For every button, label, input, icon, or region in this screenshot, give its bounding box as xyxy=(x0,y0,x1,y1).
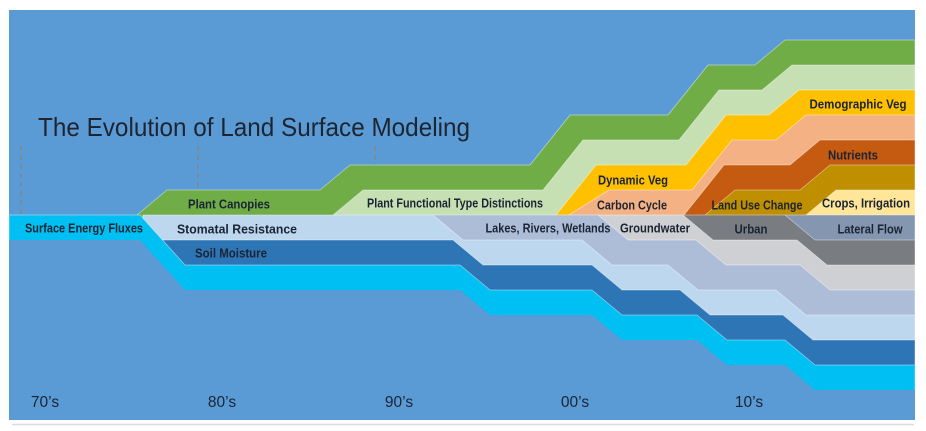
band-label-groundwater: Groundwater xyxy=(620,222,690,236)
band-label-land-use-change: Land Use Change xyxy=(712,199,803,213)
band-label-lateral-flow: Lateral Flow xyxy=(838,223,903,237)
band-label-plant-functional-type-distinctions: Plant Functional Type Distinctions xyxy=(367,197,543,211)
band-labels: Surface Energy Fluxes Plant Canopies Stoma… xyxy=(25,98,910,261)
decade-label-10s: 10’s xyxy=(735,394,763,411)
page-title: The Evolution of Land Surface Modeling xyxy=(38,112,470,142)
decade-label-90s: 90’s xyxy=(385,394,413,411)
band-label-surface-energy-fluxes: Surface Energy Fluxes xyxy=(25,222,143,236)
background-foreground-mask xyxy=(9,240,915,420)
decade-label-70s: 70’s xyxy=(31,394,59,411)
band-label-crops-irrigation: Crops, Irrigation xyxy=(822,197,910,211)
band-label-nutrients: Nutrients xyxy=(828,149,878,163)
band-label-soil-moisture: Soil Moisture xyxy=(195,247,267,261)
bands xyxy=(8,39,916,420)
band-label-carbon-cycle: Carbon Cycle xyxy=(597,199,667,213)
decade-label-00s: 00’s xyxy=(561,394,589,411)
band-label-dynamic-veg: Dynamic Veg xyxy=(598,174,668,188)
band-label-lakes-rivers-wetlands: Lakes, Rivers, Wetlands xyxy=(486,222,611,236)
band-label-plant-canopies: Plant Canopies xyxy=(188,198,270,212)
band-label-stomatal-resistance: Stomatal Resistance xyxy=(177,223,297,237)
band-label-urban: Urban xyxy=(735,223,768,237)
band-label-demographic-veg: Demographic Veg xyxy=(810,98,907,112)
decade-label-80s: 80’s xyxy=(208,394,236,411)
decade-labels: 70’s 80’s 90’s 00’s 10’s xyxy=(31,394,763,411)
